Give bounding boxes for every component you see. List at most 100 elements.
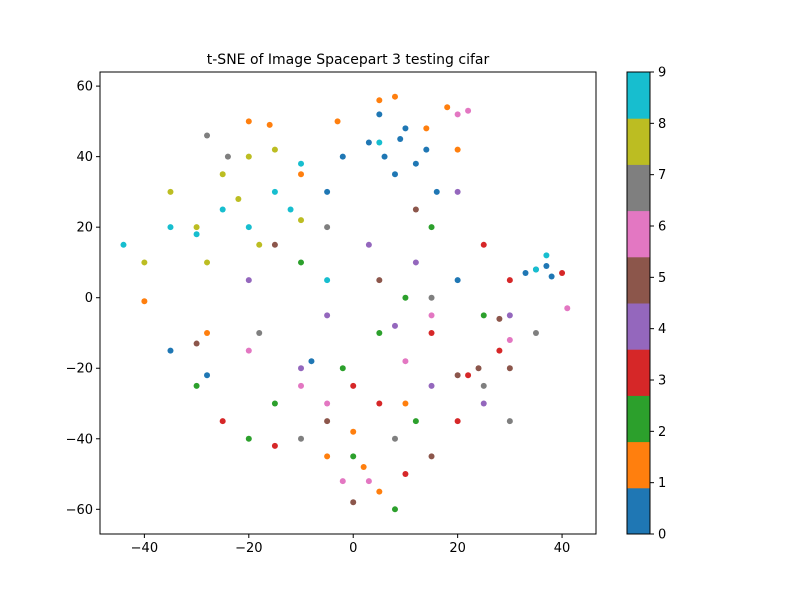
chart-title: t-SNE of Image Spacepart 3 testing cifar [207,52,490,68]
scatter-point [506,365,513,372]
scatter-point [256,241,263,248]
colorbar-segment [627,256,650,304]
scatter-point [339,153,346,160]
y-tick-label: −60 [66,503,93,518]
scatter-point [245,224,252,231]
scatter-point [391,171,398,178]
scatter-point [376,488,383,495]
scatter-point [402,400,409,407]
scatter-point [496,315,503,322]
scatter-point [412,418,419,425]
scatter-point [204,259,211,266]
scatter-point [532,266,539,273]
scatter-point [271,400,278,407]
y-tick-label: −40 [66,432,93,447]
scatter-point [402,294,409,301]
scatter-point [564,305,571,312]
scatter-point [298,160,305,167]
x-tick-label: −20 [235,541,262,556]
scatter-point [167,188,174,195]
scatter-point [454,146,461,153]
scatter-point [480,400,487,407]
scatter-point [376,139,383,146]
scatter-point [324,400,331,407]
scatter-point [548,273,555,280]
scatter-point [433,188,440,195]
scatter-point [428,224,435,231]
scatter-point [543,252,550,259]
colorbar-segment [627,487,650,535]
scatter-point [245,118,252,125]
y-tick-label: 40 [76,150,93,165]
scatter-point [428,312,435,319]
scatter-point [506,277,513,284]
scatter-point [428,329,435,336]
scatter-point [412,160,419,167]
scatter-point [193,231,200,238]
scatter-point [365,241,372,248]
colorbar-tick-label: 0 [658,528,666,543]
scatter-point [376,111,383,118]
scatter-point [271,442,278,449]
scatter-point [193,224,200,231]
scatter-point [298,435,305,442]
colorbar-segment [627,210,650,258]
scatter-point [271,241,278,248]
colorbar-tick-label: 3 [658,374,666,389]
colorbar: 0 1 2 3 4 5 6 7 8 9 [626,66,666,543]
x-tick-label: −40 [131,541,158,556]
scatter-point [245,277,252,284]
scatter-point [423,146,430,153]
x-tick-label: 20 [449,541,466,556]
scatter-point [391,322,398,329]
scatter-point [428,294,435,301]
scatter-point [360,463,367,470]
scatter-point [245,153,252,160]
scatter-point [350,428,357,435]
scatter-point [219,206,226,213]
scatter-point [454,418,461,425]
scatter-point [287,206,294,213]
scatter-point [298,365,305,372]
scatter-point [475,365,482,372]
scatter-point [365,139,372,146]
scatter-point [376,400,383,407]
scatter-point [454,188,461,195]
scatter-point [298,382,305,389]
y-tick-label: 60 [76,80,93,95]
colorbar-segment [627,349,650,396]
scatter-point [522,270,529,277]
scatter-point [391,93,398,100]
scatter-point [204,329,211,336]
scatter-point [559,270,566,277]
colorbar-segment [627,395,650,443]
scatter-point [141,259,148,266]
scatter-point [271,146,278,153]
scatter-point [324,277,331,284]
scatter-point [193,382,200,389]
scatter-point [412,206,419,213]
scatter-point [339,365,346,372]
colorbar-tick-label: 6 [658,220,666,235]
scatter-point [402,471,409,478]
scatter-point [444,104,451,111]
y-tick-label: −20 [66,362,93,377]
scatter-point [339,478,346,485]
scatter-point [480,382,487,389]
colorbar-segment [627,72,650,119]
scatter-point [167,224,174,231]
scatter-point [454,277,461,284]
scatter-points [120,93,571,513]
scatter-point [120,241,127,248]
scatter-point [204,372,211,379]
colorbar-tick-label: 8 [658,117,666,132]
scatter-point [298,217,305,224]
scatter-point [350,453,357,460]
colorbar-tick-label: 4 [658,322,666,337]
scatter-point [506,418,513,425]
scatter-point [324,418,331,425]
colorbar-tick-label: 5 [658,271,666,286]
scatter-point [324,188,331,195]
